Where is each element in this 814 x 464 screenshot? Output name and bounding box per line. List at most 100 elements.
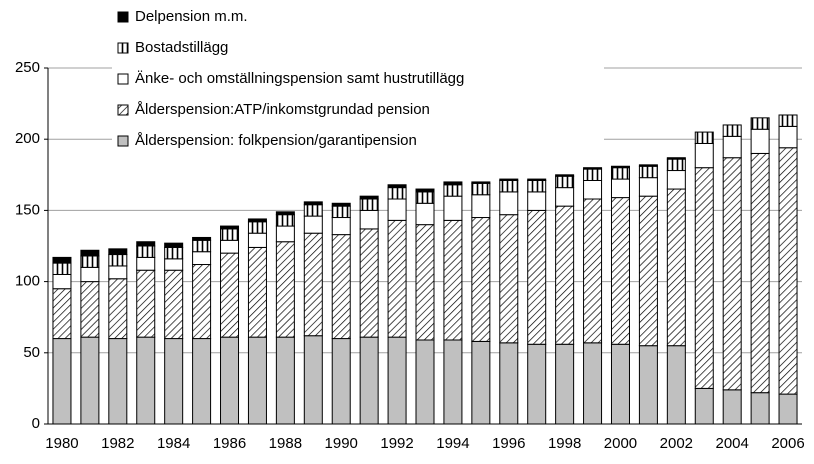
y-tick-label: 150 — [15, 201, 40, 218]
bar-segment — [192, 338, 212, 425]
bar-segment — [275, 336, 295, 425]
bar-segment — [499, 191, 519, 216]
bar-segment — [164, 242, 184, 248]
y-tick-label: 250 — [15, 59, 40, 76]
bar-segment — [666, 170, 686, 190]
bar-segment — [387, 187, 407, 200]
bar-segment — [694, 387, 714, 425]
bar-segment — [610, 197, 630, 345]
bar-segment — [471, 182, 491, 196]
bar-segment — [247, 246, 267, 338]
bar-segment — [555, 187, 575, 207]
bar-segment — [610, 167, 630, 180]
bar-segment — [52, 338, 72, 425]
bar-segment — [722, 157, 742, 391]
bar-segment — [164, 338, 184, 425]
bar-segment — [443, 219, 463, 341]
bar-segment — [136, 256, 156, 271]
bar-segment — [527, 343, 547, 425]
bar-segment — [722, 135, 742, 159]
bar-segment — [275, 211, 295, 216]
bar-segment — [443, 195, 463, 221]
bar-segment — [610, 165, 630, 169]
bar-segment — [527, 209, 547, 345]
legend-swatch — [117, 11, 129, 23]
bar-segment — [499, 214, 519, 344]
bar-segment — [415, 339, 435, 425]
legend-label: Delpension m.m. — [135, 8, 248, 25]
bar-segment — [471, 194, 491, 219]
bar-segment — [583, 168, 603, 181]
bar-segment — [750, 128, 770, 154]
bar-segment — [443, 181, 463, 186]
x-tick-label: 2004 — [715, 435, 748, 452]
bar-segment — [247, 218, 267, 223]
y-tick-label: 50 — [23, 344, 40, 361]
bar-segment — [666, 188, 686, 347]
bar-segment — [136, 269, 156, 338]
bar-segment — [192, 251, 212, 266]
bar-segment — [583, 167, 603, 170]
bar-segment — [666, 345, 686, 425]
bar-segment — [527, 178, 547, 181]
bar-segment — [108, 248, 128, 256]
legend-label: Ålderspension:ATP/inkomstgrundad pension — [135, 101, 430, 118]
x-tick-label: 2002 — [660, 435, 693, 452]
x-tick-label: 1980 — [45, 435, 78, 452]
bar-segment — [303, 335, 323, 425]
x-tick-label: 1994 — [436, 435, 469, 452]
bar-segment — [247, 336, 267, 425]
bar-segment — [527, 191, 547, 211]
bar-segment — [415, 224, 435, 341]
bar-segment — [499, 342, 519, 425]
bar-segment — [303, 201, 323, 206]
bar-segment — [136, 241, 156, 247]
bar-segment — [52, 256, 72, 264]
bar-segment — [778, 125, 798, 149]
bar-segment — [331, 202, 351, 207]
bar-segment — [555, 343, 575, 425]
bar-segment — [387, 336, 407, 425]
bar-segment — [415, 188, 435, 193]
bar-segment — [499, 179, 519, 193]
bar-segment — [247, 221, 267, 234]
bar-segment — [192, 236, 212, 241]
bar-segment — [387, 219, 407, 338]
bar-segment — [443, 184, 463, 197]
bar-segment — [331, 205, 351, 219]
bar-segment — [303, 232, 323, 337]
bar-segment — [610, 178, 630, 199]
bar-segment — [275, 225, 295, 243]
bar-segment — [415, 191, 435, 204]
bar-segment — [220, 239, 240, 254]
x-tick-label: 1992 — [380, 435, 413, 452]
x-tick-label: 1984 — [157, 435, 190, 452]
bar-segment — [80, 266, 100, 283]
bar-segment — [583, 198, 603, 344]
y-tick-label: 200 — [15, 130, 40, 147]
legend-label: Änke- och omställningspension samt hustr… — [135, 70, 464, 87]
bar-segment — [527, 179, 547, 193]
bar-segment — [471, 340, 491, 425]
bar-segment — [52, 273, 72, 290]
bar-segment — [136, 336, 156, 425]
x-tick-label: 1988 — [269, 435, 302, 452]
bar-segment — [443, 339, 463, 425]
bar-segment — [52, 262, 72, 275]
y-tick-label: 0 — [32, 415, 40, 432]
bar-segment — [164, 258, 184, 271]
bar-segment — [80, 281, 100, 338]
bar-segment — [359, 209, 379, 230]
bar-segment — [471, 181, 491, 184]
legend-label: Bostadstillägg — [135, 39, 228, 56]
bar-segment — [303, 204, 323, 217]
x-tick-label: 1982 — [101, 435, 134, 452]
bar-segment — [247, 232, 267, 248]
bar-segment — [359, 336, 379, 425]
bar-segment — [638, 164, 658, 167]
bar-segment — [220, 225, 240, 230]
y-tick-label: 100 — [15, 273, 40, 290]
bar-segment — [499, 178, 519, 181]
x-tick-label: 1996 — [492, 435, 525, 452]
